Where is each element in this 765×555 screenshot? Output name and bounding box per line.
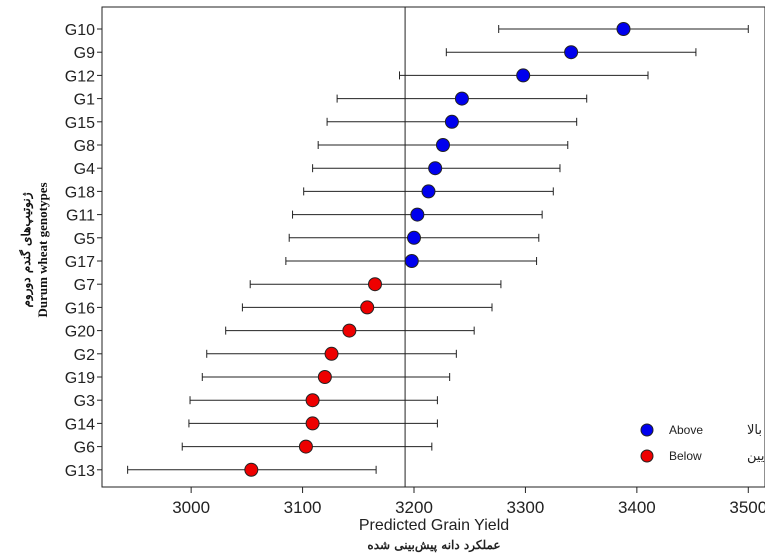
y-tick-label: G15: [65, 115, 95, 132]
x-tick-label: 3400: [618, 498, 656, 517]
data-point: [305, 416, 320, 431]
y-tick-label: G3: [74, 393, 95, 410]
x-axis: 3000 3100 3200 3300 3400 3500: [172, 487, 765, 517]
y-tick-label: G8: [74, 138, 95, 155]
data-point: [317, 370, 332, 384]
y-tick-label: G1: [74, 92, 95, 109]
y-tick-label: G14: [65, 416, 95, 433]
legend-label-above: Above: [669, 423, 703, 437]
y-tick-label: G16: [65, 300, 95, 317]
x-tick-label: 3500: [729, 498, 765, 517]
y-tick-label: G17: [65, 254, 95, 271]
data-point: [404, 254, 419, 268]
y-axis-title-fa: ژنوتیپ‌های گندم دوروم: [18, 192, 34, 307]
data-point: [298, 439, 313, 454]
y-tick-label: G4: [74, 161, 95, 178]
data-point: [564, 45, 579, 60]
data-point: [324, 346, 339, 361]
y-tick-label: G10: [65, 22, 95, 39]
legend-marker-above: [640, 423, 654, 437]
data-point: [421, 184, 436, 199]
data-point: [342, 323, 357, 338]
x-axis-title-fa: عملکرد دانه پیش‌بینی شده: [367, 538, 500, 553]
y-tick-label: G9: [74, 45, 95, 62]
data-point: [428, 161, 443, 176]
data-point: [244, 462, 259, 477]
plot-frame: [101, 6, 765, 488]
legend-label-above-fa: بالا: [747, 423, 762, 438]
y-tick-label: G20: [65, 324, 95, 341]
data-point: [368, 277, 382, 292]
y-tick-label: G6: [74, 440, 95, 457]
y-axis: G10 G9 G12 G1 G15 G8 G4 G18 G11 G5 G17 G7 G16 G20 G2 G1…: [65, 22, 102, 480]
y-tick-label: G7: [74, 277, 95, 294]
data-point: [516, 68, 531, 83]
legend-marker-below: [640, 449, 654, 463]
y-axis-title-group: Durum wheat genotypes: [35, 182, 50, 317]
y-tick-label: G13: [65, 463, 95, 480]
legend-label-below-fa: پایین: [747, 449, 765, 464]
y-axis-title: Durum wheat genotypes: [35, 182, 50, 317]
y-tick-label: G11: [66, 208, 95, 225]
data-point: [435, 138, 450, 152]
data-point: [444, 114, 459, 129]
y-tick-label: G18: [65, 184, 95, 201]
x-tick-label: 3300: [507, 498, 545, 517]
x-tick-label: 3200: [395, 498, 433, 517]
y-axis-title-fa-group: ژنوتیپ‌های گندم دوروم: [18, 192, 34, 307]
y-tick-label: G5: [74, 231, 95, 248]
x-axis-title: Predicted Grain Yield: [359, 517, 509, 534]
data-points: [244, 22, 631, 477]
x-tick-label: 3100: [284, 498, 322, 517]
x-tick-label: 3000: [172, 498, 210, 517]
data-point: [360, 300, 375, 315]
legend: Above بالا Below پایین: [640, 423, 765, 464]
y-tick-label: G2: [74, 347, 95, 364]
y-tick-label: G19: [65, 370, 95, 387]
data-point: [616, 22, 631, 36]
data-point: [410, 207, 425, 222]
data-point: [454, 91, 469, 106]
y-tick-label: G12: [65, 68, 95, 85]
data-point: [305, 393, 320, 408]
legend-label-below: Below: [669, 449, 702, 463]
data-point: [407, 230, 421, 245]
error-bars: [127, 25, 749, 474]
